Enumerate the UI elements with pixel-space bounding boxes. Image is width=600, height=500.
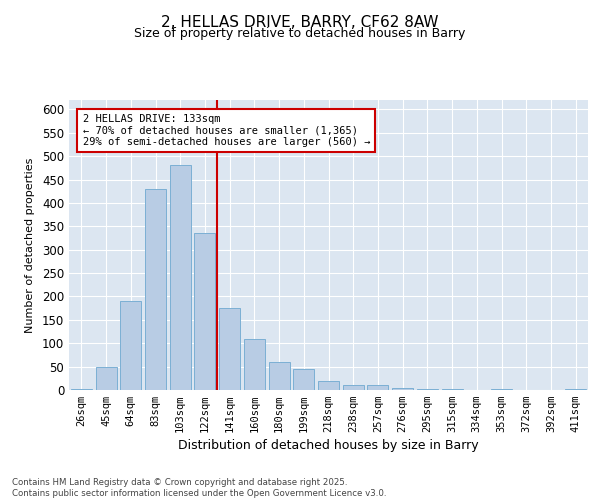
Bar: [491, 389, 512, 390]
Bar: [417, 388, 438, 390]
Text: Contains HM Land Registry data © Crown copyright and database right 2025.
Contai: Contains HM Land Registry data © Crown c…: [12, 478, 386, 498]
Bar: [269, 362, 290, 390]
Bar: [194, 234, 215, 390]
Bar: [120, 301, 141, 390]
Bar: [442, 389, 463, 390]
Bar: [392, 388, 413, 390]
Bar: [367, 386, 388, 390]
Bar: [71, 389, 92, 390]
Bar: [95, 366, 116, 390]
X-axis label: Distribution of detached houses by size in Barry: Distribution of detached houses by size …: [178, 440, 479, 452]
Bar: [219, 308, 240, 390]
Bar: [244, 338, 265, 390]
Y-axis label: Number of detached properties: Number of detached properties: [25, 158, 35, 332]
Bar: [145, 189, 166, 390]
Bar: [565, 389, 586, 390]
Text: Size of property relative to detached houses in Barry: Size of property relative to detached ho…: [134, 28, 466, 40]
Bar: [170, 166, 191, 390]
Bar: [343, 386, 364, 390]
Bar: [293, 369, 314, 390]
Text: 2, HELLAS DRIVE, BARRY, CF62 8AW: 2, HELLAS DRIVE, BARRY, CF62 8AW: [161, 15, 439, 30]
Text: 2 HELLAS DRIVE: 133sqm
← 70% of detached houses are smaller (1,365)
29% of semi-: 2 HELLAS DRIVE: 133sqm ← 70% of detached…: [83, 114, 370, 147]
Bar: [318, 380, 339, 390]
